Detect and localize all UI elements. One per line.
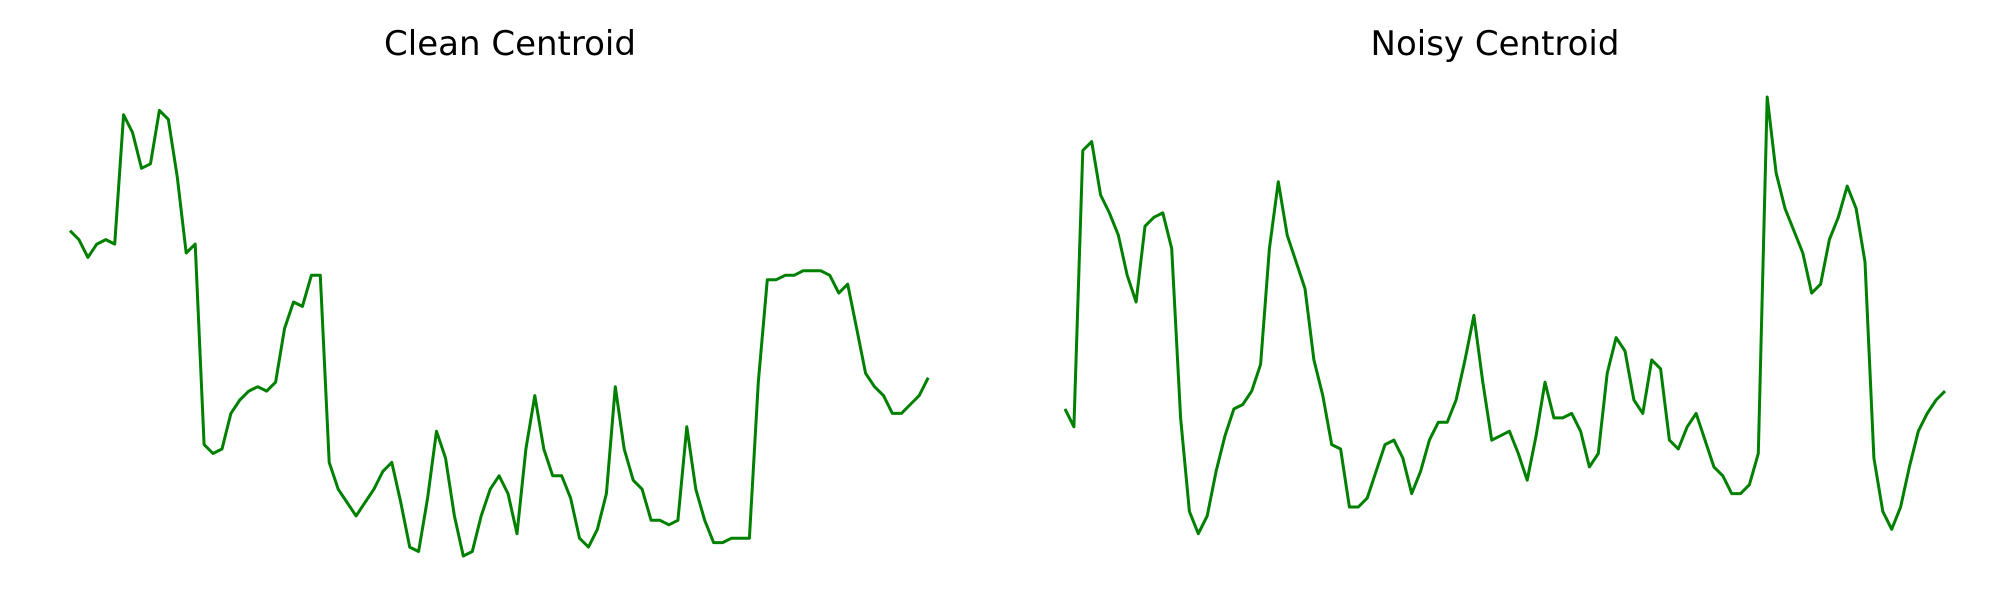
chart-title-noisy: Noisy Centroid xyxy=(1370,24,1620,64)
series-line xyxy=(68,108,930,558)
chart-panel-clean: Clean Centroid xyxy=(68,24,930,558)
chart-title-clean: Clean Centroid xyxy=(384,24,636,64)
line-plot-noisy xyxy=(1063,95,1947,536)
series-line xyxy=(1063,95,1947,536)
chart-panel-noisy: Noisy Centroid xyxy=(1000,0,2000,600)
line-plot-clean xyxy=(68,108,930,558)
